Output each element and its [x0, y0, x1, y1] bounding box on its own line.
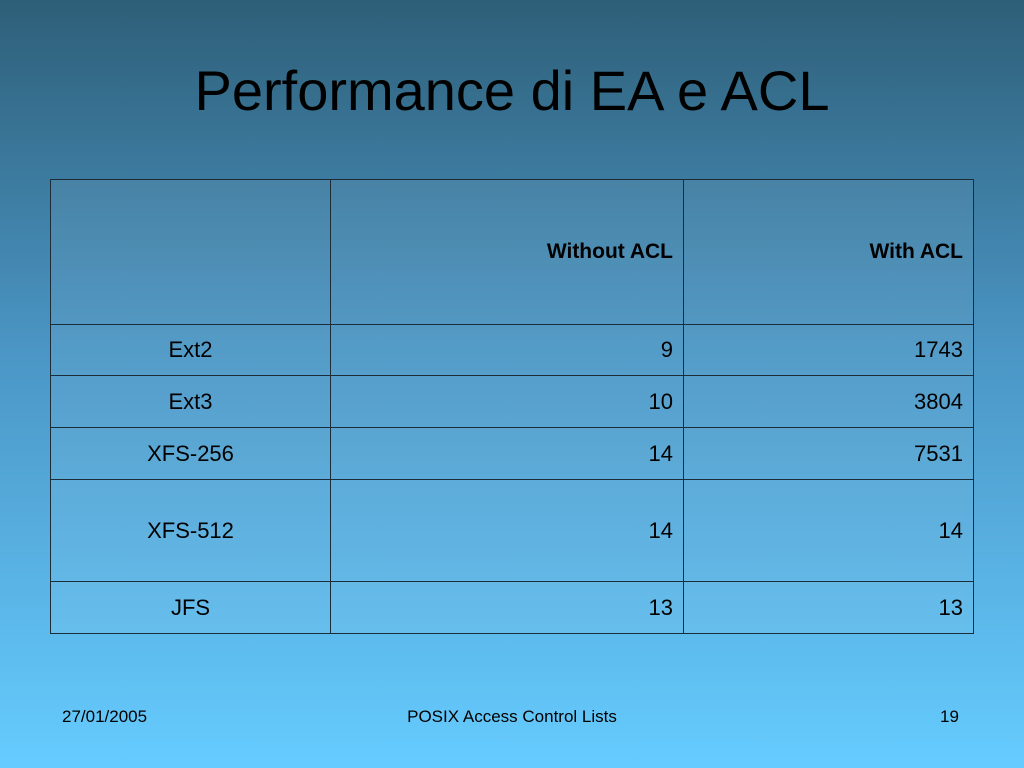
row-label: Ext2	[50, 324, 331, 376]
value-cell: 14	[330, 479, 684, 582]
value-cell: 14	[330, 427, 684, 480]
value-cell: 13	[683, 581, 974, 634]
table: Without ACL With ACL Ext2 9 1743 Ext3 10 3804…	[50, 179, 974, 634]
table-row: XFS-512 14 14	[50, 479, 974, 582]
footer-date: 27/01/2005	[62, 707, 148, 726]
value-cell: 14	[683, 479, 974, 582]
row-label: Ext3	[50, 375, 331, 428]
table-row: JFS 13 13	[50, 581, 974, 634]
header-row: Without ACL With ACL	[50, 179, 974, 325]
column-header: Without ACL	[330, 179, 684, 325]
row-label: XFS-512	[50, 479, 331, 582]
value-cell: 13	[330, 581, 684, 634]
value-cell: 3804	[683, 375, 974, 428]
page-number: 19	[940, 707, 959, 726]
value-cell: 1743	[683, 324, 974, 376]
value-cell: 7531	[683, 427, 974, 480]
row-label: JFS	[50, 581, 331, 634]
slide-title: Performance di EA e ACL	[194, 59, 830, 122]
value-cell: 9	[330, 324, 684, 376]
table-row: XFS-256 14 7531	[50, 427, 974, 480]
table-row: Ext3 10 3804	[50, 375, 974, 428]
column-header: With ACL	[683, 179, 974, 325]
value-cell: 10	[330, 375, 684, 428]
row-label: XFS-256	[50, 427, 331, 480]
table-body: Ext2 9 1743 Ext3 10 3804 XFS-256 14 7531 XFS-512 1…	[50, 324, 974, 634]
corner-cell	[50, 179, 331, 325]
table-row: Ext2 9 1743	[50, 324, 974, 376]
footer-title: POSIX Access Control Lists	[407, 707, 617, 726]
